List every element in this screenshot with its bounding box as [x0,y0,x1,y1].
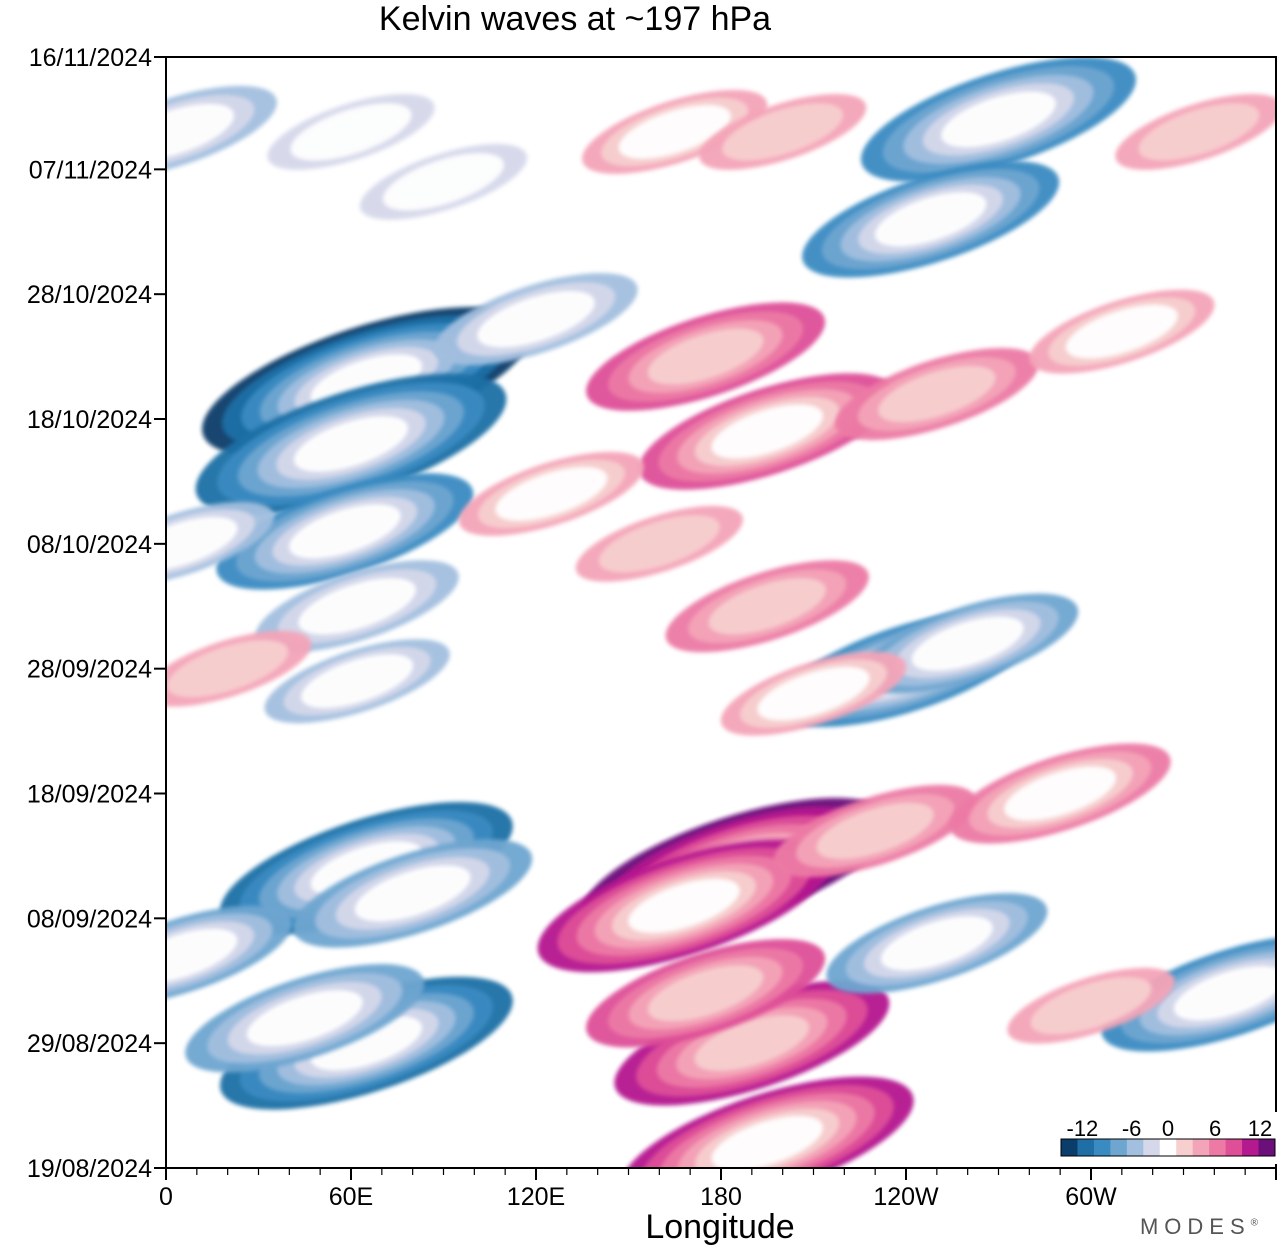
colorbar-swatch-5 [1143,1139,1161,1156]
colorbar-swatch-9 [1209,1139,1227,1156]
anomaly-blob-10-level-4 [288,504,401,559]
colorbar-swatch-1 [1077,1139,1095,1156]
y-tick-label-1: 07/11/2024 [29,156,152,184]
y-tick-label-0: 16/11/2024 [29,44,152,72]
anomaly-blob-3-level-2 [618,104,731,159]
anomaly-blob-6-level-4 [874,192,987,247]
anomaly-blob-13-level-2 [477,290,595,348]
colorbar-swatch-2 [1093,1139,1111,1156]
chart-title: Kelvin waves at ~197 hPa [378,0,772,38]
anomaly-blob-0-level-2 [166,103,235,161]
anomaly-blob-17-level-2 [1065,304,1178,359]
y-tick-label-6: 18/09/2024 [27,781,152,809]
anomaly-blob-31-level-3 [246,990,363,1047]
y-tick-label-7: 08/09/2024 [27,905,152,933]
anomaly-blob-29-level-3 [1004,766,1117,821]
anomaly-blob-40-level-1 [1030,977,1152,1035]
colorbar-swatch-3 [1110,1139,1128,1156]
anomaly-blob-12-level-2 [301,654,414,709]
anomaly-blob-5-level-4 [941,91,1056,148]
colorbar-label-2: 0 [1162,1116,1174,1141]
anomaly-blob-4-level-1 [722,103,844,161]
anomaly-blob-1-level-1 [290,103,412,161]
colorbar-swatch-4 [1126,1139,1144,1156]
x-axis: 0 60E 120E 180 120W 60W [159,1168,1277,1211]
y-tick-label-2: 28/10/2024 [27,281,152,309]
x-tick-label-0: 0 [159,1183,173,1211]
anomaly-blob-32-level-4 [694,1015,810,1072]
y-tick-label-3: 18/10/2024 [27,406,152,434]
anomaly-blob-37-level-3 [166,928,238,983]
anomaly-blob-38-level-2 [166,516,238,571]
anomaly-blob-11-level-2 [298,578,416,635]
anomaly-blob-19-level-1 [598,515,720,573]
brand-logo: MODES® [1139,1214,1258,1239]
y-tick-label-8: 29/08/2024 [27,1030,152,1058]
colorbar-swatch-8 [1192,1139,1210,1156]
colorbar-swatch-7 [1176,1139,1194,1156]
anomaly-blob-7-level-1 [1138,103,1260,161]
colorbar-label-4: 12 [1248,1116,1272,1141]
anomaly-field [166,57,1276,1168]
anomaly-blob-35-level-3 [880,916,993,971]
anomaly-blob-34-level-5 [711,1115,824,1168]
anomaly-blob-2-level-1 [383,153,504,211]
colorbar-frame [1060,1138,1276,1157]
anomaly-blob-33-level-3 [647,965,764,1022]
colorbar-swatch-10 [1225,1139,1243,1156]
colorbar: -12 -6 0 6 12 [1053,1112,1279,1164]
colorbar-label-1: -6 [1122,1116,1142,1141]
colorbar-swatch-6 [1159,1139,1177,1156]
x-tick-label-3: 180 [700,1183,742,1211]
anomaly-blob-18-level-2 [495,466,608,521]
y-tick-label-9: 19/08/2024 [27,1155,152,1183]
anomaly-blob-25-level-3 [354,865,471,922]
colorbar-label-3: 6 [1209,1116,1221,1141]
anomaly-blob-23-level-2 [757,666,870,721]
anomaly-blob-16-level-2 [878,365,996,423]
colorbar-swatch-0 [1061,1139,1078,1156]
anomaly-blob-28-level-2 [816,802,934,860]
anomaly-blob-39-level-1 [167,640,289,698]
anomaly-blob-30-level-5 [310,1015,423,1071]
anomaly-blob-14-level-3 [647,328,764,385]
colorbar-swatch-12 [1258,1139,1276,1156]
x-axis-label: Longitude [645,1208,794,1246]
x-tick-label-1: 60E [329,1183,373,1211]
y-tick-label-4: 08/10/2024 [27,531,152,559]
x-tick-label-5: 60W [1065,1183,1117,1211]
anomaly-blob-27-level-5 [628,878,740,934]
anomaly-blob-36-level-4 [1173,966,1276,1021]
anomaly-blob-15-level-4 [711,404,824,459]
anomaly-blob-20-level-2 [708,578,827,635]
colorbar-swatch-11 [1242,1139,1260,1156]
x-tick-label-4: 120W [873,1183,939,1211]
x-tick-label-2: 120E [507,1183,565,1211]
anomaly-blob-9-level-5 [293,416,409,472]
y-axis: 16/11/2024 07/11/2024 28/10/2024 18/10/2024… [27,44,166,1183]
y-tick-label-5: 28/09/2024 [27,656,152,684]
anomaly-blob-22-level-3 [911,616,1024,671]
colorbar-label-0: -12 [1067,1116,1099,1141]
